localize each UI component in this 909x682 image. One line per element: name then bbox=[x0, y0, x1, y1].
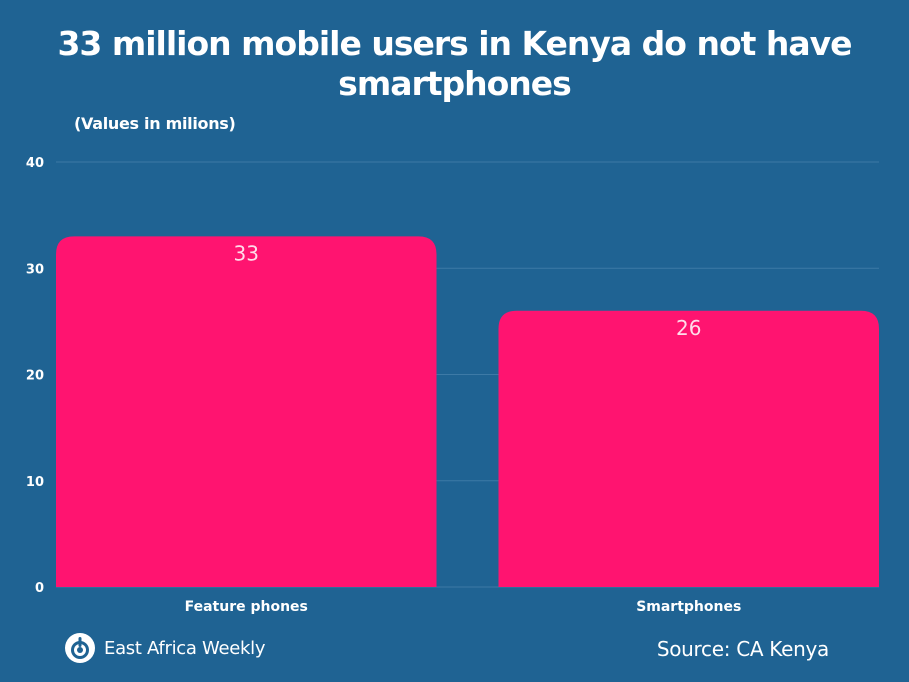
y-axis-ticks: 0 10 20 30 40 bbox=[26, 156, 44, 596]
y-tick-label: 10 bbox=[26, 475, 44, 490]
chart-subtitle: (Values in milions) bbox=[74, 114, 236, 133]
bar-value-label: 33 bbox=[234, 241, 259, 265]
bars bbox=[56, 236, 879, 587]
brand-name: East Africa Weekly bbox=[104, 637, 266, 659]
y-tick-label: 40 bbox=[26, 156, 44, 171]
value-labels: 33 26 bbox=[234, 241, 702, 339]
x-axis-ticks: Feature phones Smartphones bbox=[185, 599, 742, 615]
source-credit: Source: CA Kenya bbox=[656, 637, 829, 661]
chart-title: 33 million mobile users in Kenya do not … bbox=[57, 24, 852, 103]
bar-value-label: 26 bbox=[676, 316, 701, 340]
y-tick-label: 30 bbox=[26, 262, 44, 277]
bar bbox=[56, 236, 437, 587]
pin-circle-icon bbox=[65, 633, 95, 663]
x-tick-label: Feature phones bbox=[185, 599, 308, 615]
bar bbox=[498, 310, 879, 587]
x-tick-label: Smartphones bbox=[636, 599, 741, 615]
brand-logo: East Africa Weekly bbox=[64, 632, 266, 664]
y-tick-label: 0 bbox=[35, 581, 44, 596]
y-tick-label: 20 bbox=[26, 369, 44, 384]
